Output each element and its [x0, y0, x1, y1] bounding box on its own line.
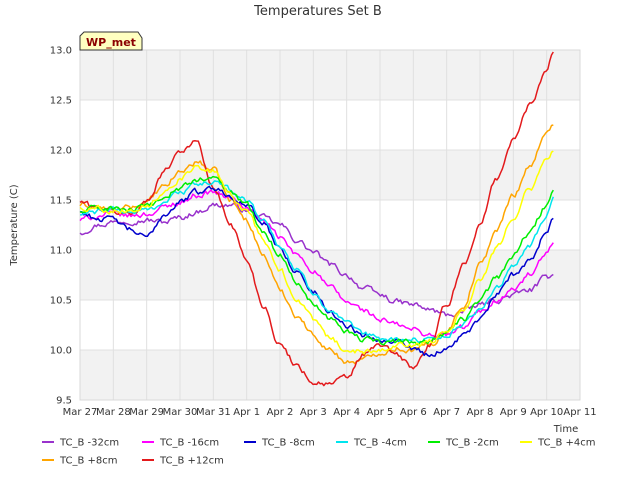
y-tick-label: 10.0 — [50, 346, 72, 357]
y-tick-label: 10.5 — [50, 296, 72, 307]
y-tick-label: 13.0 — [50, 46, 72, 57]
legend-item: TC_B -4cm — [336, 438, 407, 449]
x-tick-label: Apr 10 — [530, 407, 563, 418]
y-tick-label: 9.5 — [56, 396, 72, 407]
legend-label: TC_B -4cm — [353, 438, 407, 449]
legend-item: TC_B +8cm — [42, 456, 118, 467]
legend-label: TC_B +8cm — [59, 456, 118, 467]
plot-band — [80, 250, 580, 300]
x-axis-label: Time — [553, 424, 578, 435]
x-tick-label: Mar 28 — [96, 407, 131, 418]
y-tick-label: 11.0 — [50, 246, 72, 257]
y-tick-label: 12.5 — [50, 96, 72, 107]
legend-label: TC_B -2cm — [445, 438, 499, 449]
legend-item: TC_B +12cm — [142, 456, 224, 467]
x-tick-label: Mar 29 — [129, 407, 164, 418]
badge-label: WP_met — [86, 36, 136, 49]
series-line — [79, 51, 554, 387]
legend-label: TC_B -8cm — [261, 438, 315, 449]
x-tick-label: Apr 6 — [400, 407, 427, 418]
legend-label: TC_B +4cm — [537, 438, 596, 449]
badge-shape — [79, 31, 143, 51]
wp-met-badge: WP_met — [79, 31, 143, 51]
plot-frame — [79, 49, 581, 401]
series-lines — [79, 51, 555, 387]
series-line — [79, 175, 554, 346]
plot-band — [80, 50, 580, 100]
y-axis-label: Temperature (C) — [9, 184, 20, 266]
y-tick-label: 11.5 — [50, 196, 72, 207]
x-tick-label: Mar 30 — [163, 407, 198, 418]
x-tick-label: Apr 8 — [467, 407, 494, 418]
x-tick-label: Apr 7 — [433, 407, 460, 418]
x-tick-label: Mar 31 — [196, 407, 231, 418]
series-line — [79, 185, 554, 358]
series-line — [79, 124, 554, 365]
legend-label: TC_B -16cm — [159, 438, 219, 449]
x-tick-label: Apr 1 — [233, 407, 260, 418]
legend-item: TC_B +4cm — [520, 438, 596, 449]
series-line — [80, 180, 555, 344]
plot-band — [80, 150, 580, 200]
x-tick-label: Apr 9 — [500, 407, 527, 418]
legend-label: TC_B -32cm — [59, 438, 119, 449]
legend-item: TC_B -2cm — [428, 438, 499, 449]
plot-band — [80, 350, 580, 400]
y-tick-label: 12.0 — [50, 146, 72, 157]
legend-item: TC_B -32cm — [42, 438, 119, 449]
chart-title: Temperatures Set B — [253, 4, 382, 19]
legend-item: TC_B -16cm — [142, 438, 219, 449]
legend-item: TC_B -8cm — [244, 438, 315, 449]
series-line — [79, 150, 554, 355]
plot-bands — [80, 50, 580, 400]
y-tick-labels: 9.5 10.0 10.5 11.0 11.5 12.0 12.5 13.0 — [50, 46, 72, 407]
x-tick-label: Apr 5 — [367, 407, 394, 418]
legend-label: TC_B +12cm — [159, 456, 224, 467]
x-tick-label: Apr 2 — [267, 407, 294, 418]
legend: TC_B -32cm TC_B -16cm TC_B -8cm TC_B -4cm TC… — [42, 438, 596, 467]
x-tick-label: Mar 27 — [63, 407, 98, 418]
x-tick-label: Apr 11 — [563, 407, 596, 418]
series-line — [79, 201, 554, 318]
x-tick-label: Apr 3 — [300, 407, 327, 418]
x-tick-label: Apr 4 — [333, 407, 360, 418]
